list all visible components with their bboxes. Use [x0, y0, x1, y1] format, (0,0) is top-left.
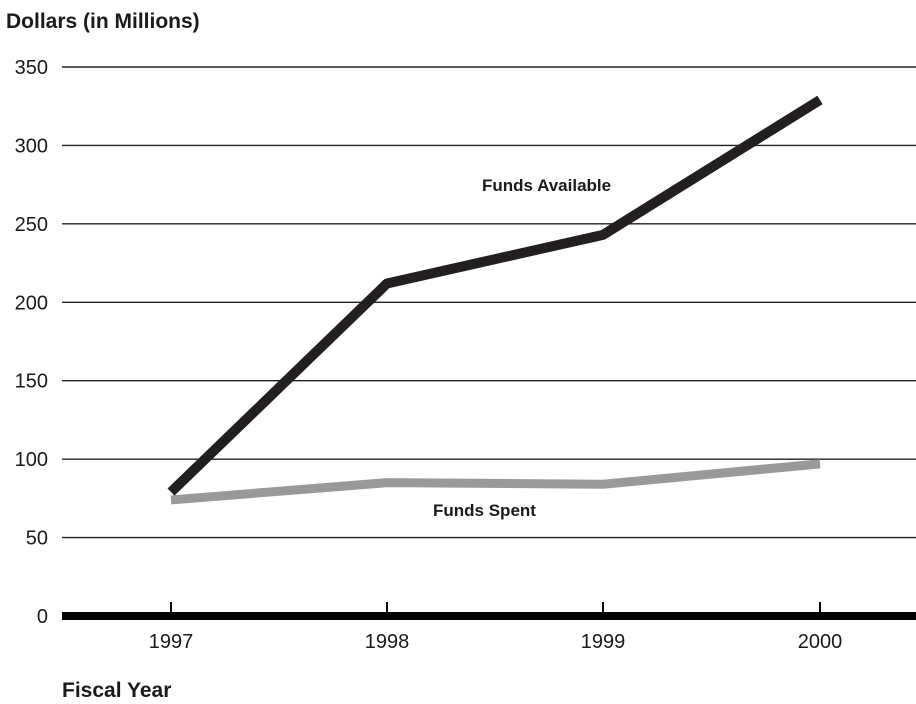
x-ticks: 1997 1998 1999 2000 [149, 602, 843, 653]
series-lines [167, 95, 823, 505]
y-axis-title: Dollars (in Millions) [6, 10, 200, 33]
x-axis-title: Fiscal Year [62, 679, 171, 702]
y-tick-label: 150 [15, 371, 48, 393]
series-annotations: Funds Available Funds Spent [433, 176, 611, 520]
x-axis-baseline [62, 612, 916, 620]
series-line-funds-spent [170, 459, 821, 505]
y-tick-label: 100 [15, 449, 48, 471]
x-tick-label: 1997 [149, 631, 194, 653]
y-tick-label: 0 [37, 606, 48, 628]
x-tick-label: 1998 [365, 631, 410, 653]
series-line-funds-available [167, 95, 823, 496]
y-tick-label: 250 [15, 214, 48, 236]
y-tick-label: 50 [26, 528, 48, 550]
series-label-funds-spent: Funds Spent [433, 501, 536, 520]
y-tick-label: 300 [15, 135, 48, 157]
series-label-funds-available: Funds Available [482, 176, 611, 195]
x-tick-label: 1999 [581, 631, 626, 653]
y-tick-labels: 0 50 100 150 200 250 300 350 [15, 57, 48, 628]
y-tick-label: 350 [15, 57, 48, 79]
y-tick-label: 200 [15, 292, 48, 314]
x-tick-label: 2000 [798, 631, 843, 653]
